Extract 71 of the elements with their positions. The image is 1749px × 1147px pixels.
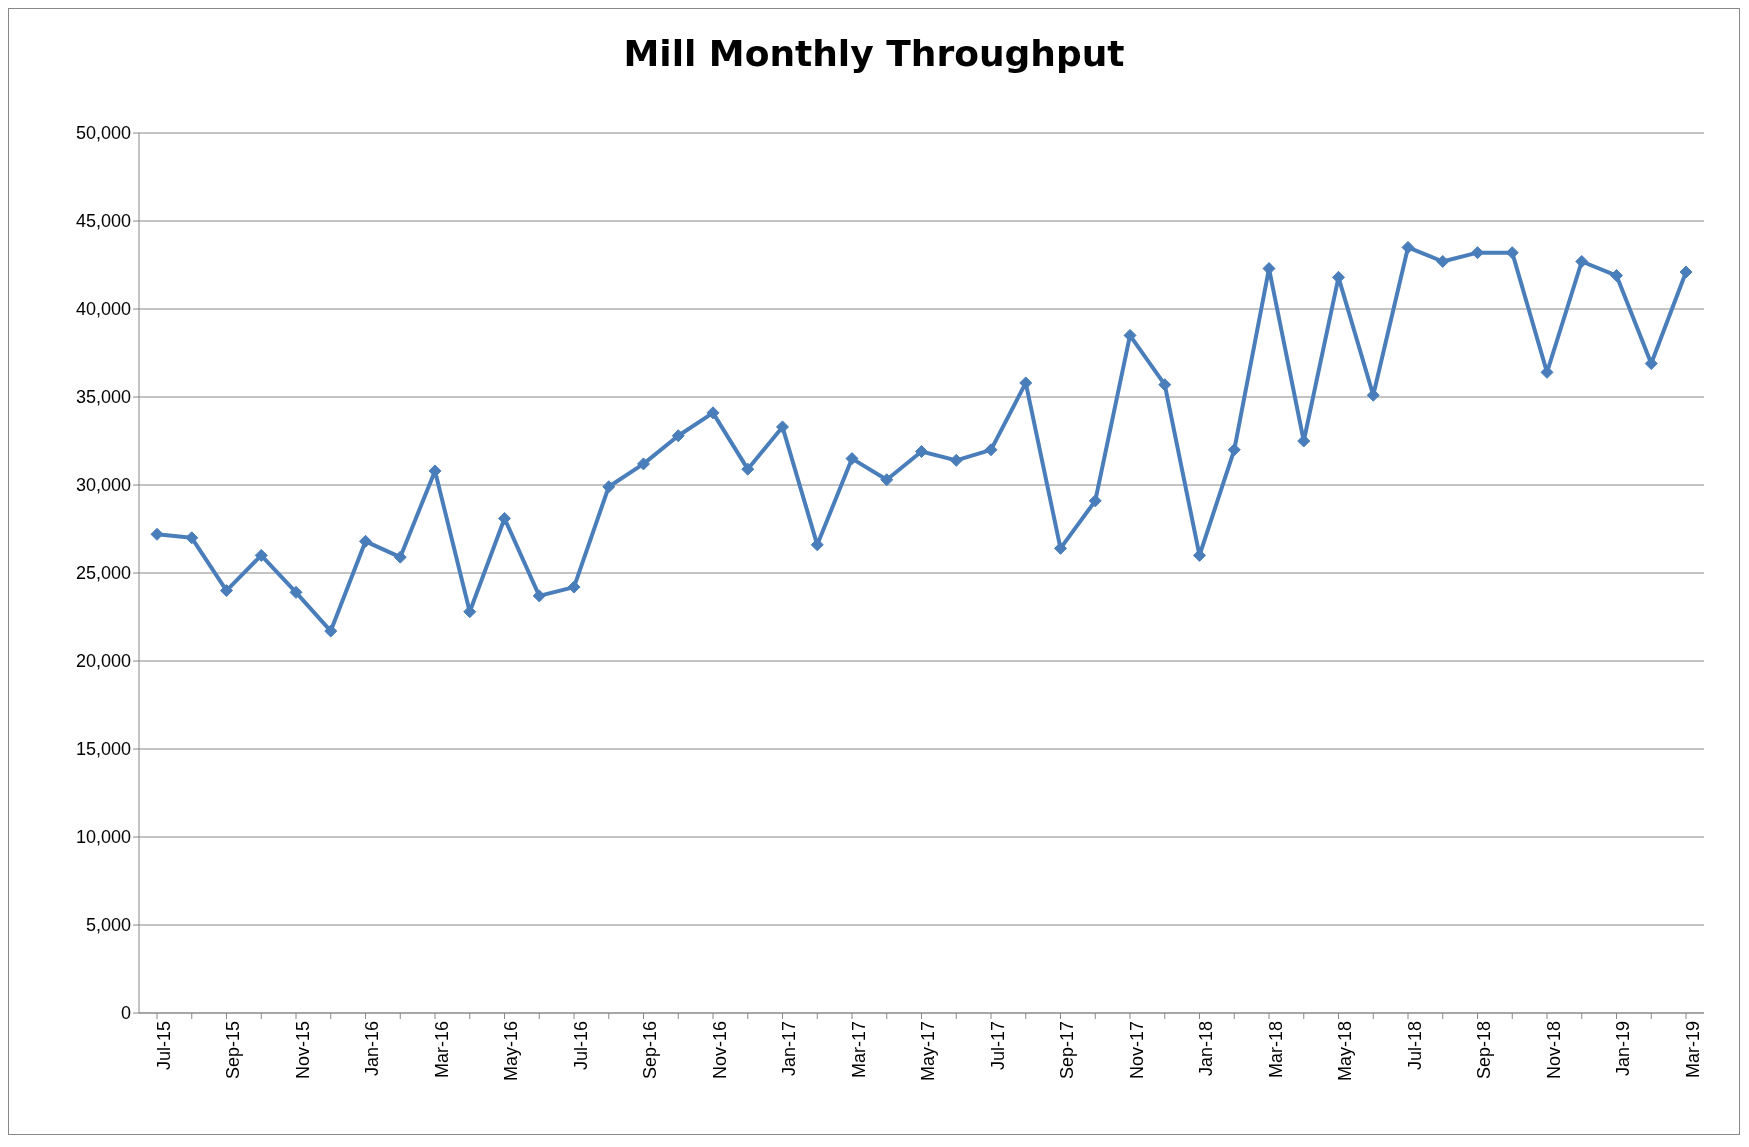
y-tick-label: 30,000 bbox=[75, 475, 131, 496]
x-tick-label: Mar-17 bbox=[848, 1021, 869, 1079]
point bbox=[602, 480, 616, 494]
point bbox=[915, 445, 928, 459]
point bbox=[1575, 254, 1589, 268]
x-tick-label: Sep-18 bbox=[1474, 1021, 1495, 1080]
point bbox=[984, 443, 998, 457]
x-tick-label: Nov-15 bbox=[292, 1021, 313, 1080]
y-tick-label: 10,000 bbox=[75, 827, 131, 848]
point bbox=[498, 511, 511, 525]
y-tick-label: 5,000 bbox=[85, 915, 131, 936]
y-tick-label: 50,000 bbox=[75, 123, 131, 144]
x-tick-label: Jan-18 bbox=[1196, 1021, 1217, 1077]
point bbox=[1471, 246, 1484, 260]
x-tick-label: Nov-18 bbox=[1543, 1021, 1564, 1080]
x-tick-label: Jul-16 bbox=[570, 1021, 591, 1071]
x-tick-label: Jul-15 bbox=[153, 1021, 174, 1071]
point bbox=[359, 534, 372, 548]
point bbox=[393, 550, 407, 564]
x-tick-label: Mar-16 bbox=[431, 1021, 452, 1079]
x-tick-label: Sep-17 bbox=[1057, 1021, 1078, 1080]
point bbox=[671, 429, 685, 443]
point bbox=[1088, 494, 1102, 508]
x-tick-label: Jan-16 bbox=[362, 1021, 383, 1077]
point bbox=[150, 527, 164, 541]
y-tick-label: 40,000 bbox=[75, 299, 131, 320]
point bbox=[254, 548, 268, 562]
point bbox=[289, 585, 303, 599]
point bbox=[1679, 265, 1693, 279]
x-tick-label: Jul-17 bbox=[987, 1021, 1008, 1071]
point bbox=[185, 531, 199, 545]
x-tick-label: Jan-17 bbox=[779, 1021, 800, 1077]
y-tick-label: 0 bbox=[120, 1003, 131, 1024]
point bbox=[1123, 328, 1137, 342]
point bbox=[567, 580, 581, 594]
point bbox=[1436, 254, 1450, 268]
point bbox=[1644, 357, 1658, 371]
x-tick-label: Mar-19 bbox=[1682, 1021, 1703, 1079]
point bbox=[880, 473, 894, 487]
x-tick-label: May-17 bbox=[918, 1021, 939, 1082]
point bbox=[1610, 269, 1623, 283]
x-tick-label: Nov-17 bbox=[1126, 1021, 1147, 1080]
x-tick-label: Nov-16 bbox=[709, 1021, 730, 1080]
y-tick-label: 35,000 bbox=[75, 387, 131, 408]
point bbox=[776, 420, 789, 434]
chart-title: Mill Monthly Throughput bbox=[622, 32, 1126, 76]
y-tick-label: 45,000 bbox=[75, 211, 131, 232]
point bbox=[324, 624, 338, 638]
x-tick-label: Sep-16 bbox=[640, 1021, 661, 1080]
y-tick-label: 20,000 bbox=[75, 651, 131, 672]
x-tick-label: Sep-15 bbox=[223, 1021, 244, 1080]
point bbox=[1401, 240, 1415, 254]
point bbox=[1227, 443, 1241, 457]
point bbox=[220, 584, 233, 598]
point bbox=[810, 538, 824, 552]
x-tick-label: Mar-18 bbox=[1265, 1021, 1286, 1079]
x-tick-label: Jan-19 bbox=[1613, 1021, 1634, 1077]
point bbox=[1505, 246, 1519, 260]
point bbox=[1158, 378, 1172, 392]
y-tick-label: 25,000 bbox=[75, 563, 131, 584]
point bbox=[741, 462, 755, 476]
point bbox=[845, 452, 859, 466]
point bbox=[532, 589, 546, 603]
y-tick-label: 15,000 bbox=[75, 739, 131, 760]
point bbox=[706, 406, 720, 420]
x-tick-label: May-16 bbox=[501, 1021, 522, 1082]
point bbox=[949, 453, 963, 467]
x-tick-label: May-18 bbox=[1335, 1021, 1356, 1082]
point bbox=[637, 457, 650, 471]
point bbox=[1054, 541, 1067, 555]
x-tick-label: Jul-18 bbox=[1404, 1021, 1425, 1071]
